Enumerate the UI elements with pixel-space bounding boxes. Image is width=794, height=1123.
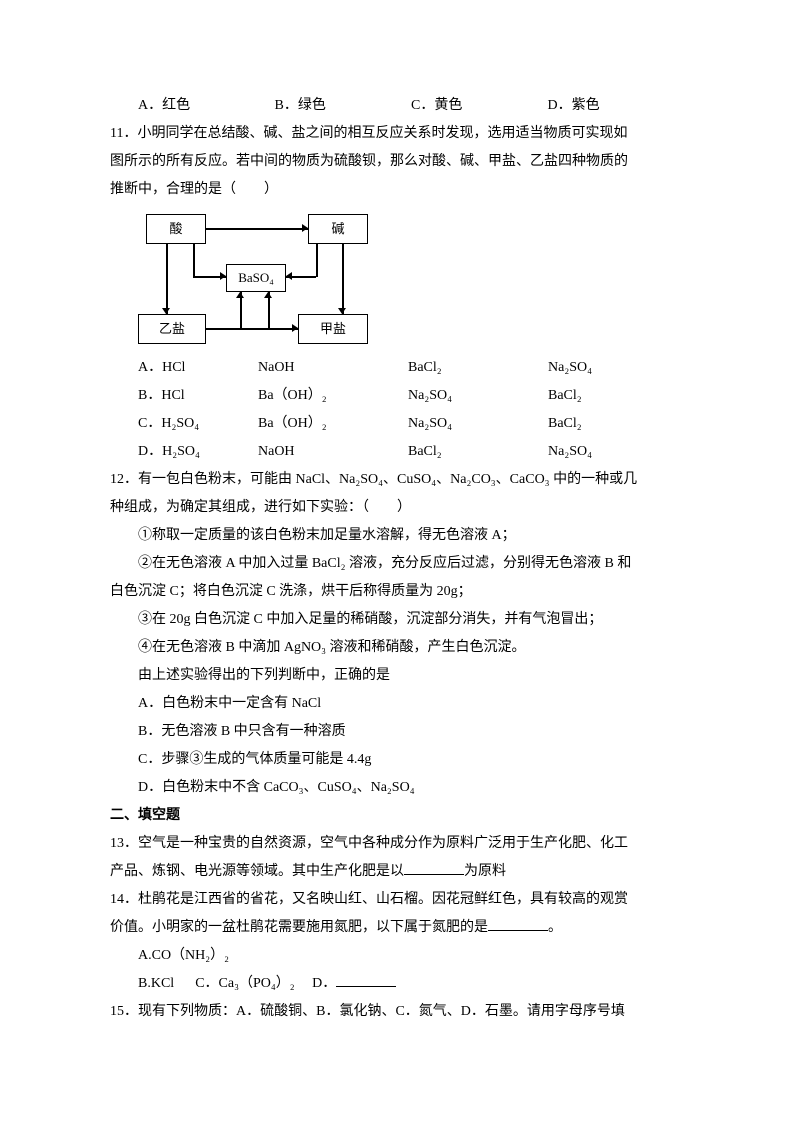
- q12-stem-line2: 种组成，为确定其组成，进行如下实验：（ ）: [110, 494, 684, 522]
- q14-line2: 价值。小明家的一盆杜鹃花需要施用氮肥，以下属于氮肥的是 。: [110, 914, 684, 942]
- q10-option-c: C．黄色: [411, 92, 548, 120]
- diagram-box-acid: 酸: [146, 214, 206, 244]
- q11-a-c3: BaCl₂: [408, 354, 548, 382]
- q10-option-d: D．紫色: [548, 92, 685, 120]
- q13-line2: 产品、炼钢、电光源等领域。其中生产化肥是以 为原料: [110, 858, 684, 886]
- q11-row-c: C．H₂SO₄ Ba（OH）₂ Na₂SO₄ BaCl₂: [110, 410, 684, 438]
- q14-line2-b: 。: [548, 920, 562, 935]
- q14-opt-b: B.KCl: [138, 976, 174, 991]
- q12-step1: ①称取一定质量的该白色粉末加足量水溶解，得无色溶液 A；: [110, 522, 684, 550]
- q11-c-c3: Na₂SO₄: [408, 410, 548, 438]
- q13-line1: 13．空气是一种宝贵的自然资源，空气中各种成分作为原料广泛用于生产化肥、化工: [110, 830, 684, 858]
- q12-conclusion: 由上述实验得出的下列判断中，正确的是: [110, 662, 684, 690]
- q11-b-c1: B．HCl: [138, 382, 258, 410]
- q15-line1: 15．现有下列物质：A．硫酸铜、B．氯化钠、C．氮气、D．石墨。请用字母序号填: [110, 998, 684, 1026]
- q11-c-c4: BaCl₂: [548, 410, 668, 438]
- q12-step3: ③在 20g 白色沉淀 C 中加入足量的稀硝酸，沉淀部分消失，并有气泡冒出；: [110, 606, 684, 634]
- q14-line2-a: 价值。小明家的一盆杜鹃花需要施用氮肥，以下属于氮肥的是: [110, 920, 488, 935]
- q11-d-c3: BaCl₂: [408, 438, 548, 466]
- q12-step2b: 白色沉淀 C；将白色沉淀 C 洗涤，烘干后称得质量为 20g；: [110, 578, 684, 606]
- q11-stem-line1: 11．小明同学在总结酸、碱、盐之间的相互反应关系时发现，选用适当物质可实现如: [110, 120, 684, 148]
- q11-a-c1: A．HCl: [138, 354, 258, 382]
- q10-option-a: A．红色: [138, 92, 275, 120]
- q11-a-c4: Na₂SO₄: [548, 354, 668, 382]
- q11-d-c1: D．H₂SO₄: [138, 438, 258, 466]
- section2-title: 二、填空题: [110, 802, 684, 830]
- q12-step2a: ②在无色溶液 A 中加入过量 BaCl₂ 溶液，充分反应后过滤，分别得无色溶液 …: [110, 550, 684, 578]
- q11-b-c3: Na₂SO₄: [408, 382, 548, 410]
- q13-line2-b: 为原料: [464, 864, 506, 879]
- q11-b-c2: Ba（OH）₂: [258, 382, 408, 410]
- diagram-box-salt1: 甲盐: [298, 314, 368, 344]
- diagram-box-salt2: 乙盐: [138, 314, 206, 344]
- q11-a-c2: NaOH: [258, 354, 408, 382]
- q10-options: A．红色 B．绿色 C．黄色 D．紫色: [110, 92, 684, 120]
- q12-stem-line1: 12．有一包白色粉末，可能由 NaCl、Na₂SO₄、CuSO₄、Na₂CO₃、…: [110, 466, 684, 494]
- q11-d-c2: NaOH: [258, 438, 408, 466]
- diagram-box-center: BaSO₄: [226, 264, 286, 292]
- q14-opt-d: D．: [312, 976, 336, 991]
- q11-row-d: D．H₂SO₄ NaOH BaCl₂ Na₂SO₄: [110, 438, 684, 466]
- q12-opt-c: C．步骤③生成的气体质量可能是 4.4g: [110, 746, 684, 774]
- q13-line2-a: 产品、炼钢、电光源等领域。其中生产化肥是以: [110, 864, 404, 879]
- q14-opts-bcd: B.KCl C．Ca₃（PO₄）₂ D．: [110, 970, 684, 998]
- q11-stem-line3: 推断中，合理的是（ ）: [110, 176, 684, 204]
- q11-c-c1: C．H₂SO₄: [138, 410, 258, 438]
- diagram-box-base: 碱: [308, 214, 368, 244]
- q12-opt-a: A．白色粉末中一定含有 NaCl: [110, 690, 684, 718]
- q11-diagram: 酸 碱 BaSO₄ 乙盐 甲盐: [110, 204, 684, 354]
- q14-line1: 14．杜鹃花是江西省的省花，又名映山红、山石榴。因花冠鲜红色，具有较高的观赏: [110, 886, 684, 914]
- q14-blank-d: [336, 970, 396, 987]
- q11-row-a: A．HCl NaOH BaCl₂ Na₂SO₄: [110, 354, 684, 382]
- q14-blank: [488, 914, 548, 931]
- q12-opt-d: D．白色粉末中不含 CaCO₃、CuSO₄、Na₂SO₄: [110, 774, 684, 802]
- q11-c-c2: Ba（OH）₂: [258, 410, 408, 438]
- q12-step4: ④在无色溶液 B 中滴加 AgNO₃ 溶液和稀硝酸，产生白色沉淀。: [110, 634, 684, 662]
- q11-b-c4: BaCl₂: [548, 382, 668, 410]
- q11-row-b: B．HCl Ba（OH）₂ Na₂SO₄ BaCl₂: [110, 382, 684, 410]
- q11-stem-line2: 图所示的所有反应。若中间的物质为硫酸钡，那么对酸、碱、甲盐、乙盐四种物质的: [110, 148, 684, 176]
- q10-option-b: B．绿色: [275, 92, 412, 120]
- q14-opt-a: A.CO（NH₂）₂: [110, 942, 684, 970]
- q13-blank: [404, 858, 464, 875]
- q14-opt-c: C．Ca₃（PO₄）₂: [195, 976, 294, 991]
- q12-opt-b: B．无色溶液 B 中只含有一种溶质: [110, 718, 684, 746]
- q11-d-c4: Na₂SO₄: [548, 438, 668, 466]
